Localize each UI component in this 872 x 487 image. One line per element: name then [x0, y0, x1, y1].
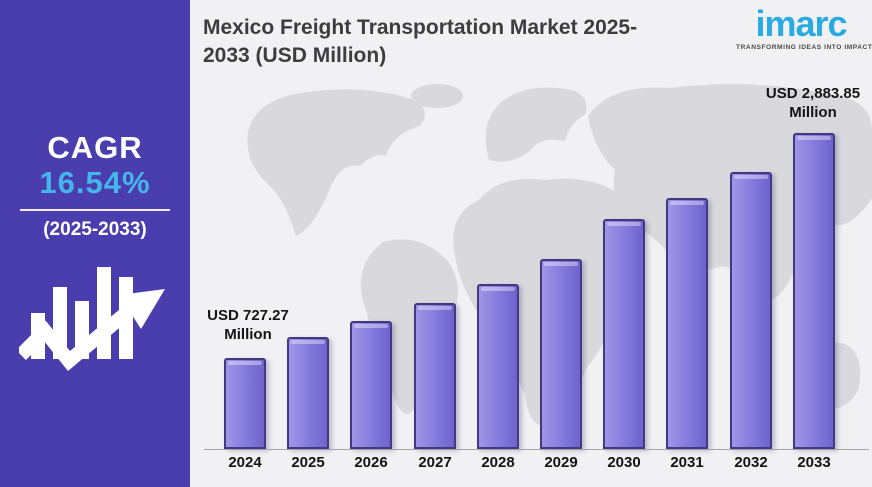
last-bar-value-label: USD 2,883.85 Million — [765, 85, 861, 121]
bar-2024 — [224, 358, 266, 449]
imarc-logo-tagline: TRANSFORMING IDEAS INTO IMPACT — [736, 44, 872, 51]
chart-panel: Mexico Freight Transportation Market 202… — [190, 0, 872, 487]
imarc-logo: imarc TRANSFORMING IDEAS INTO IMPACT — [736, 3, 872, 52]
x-axis-label-2024: 2024 — [228, 454, 262, 471]
x-axis-label-2028: 2028 — [481, 454, 515, 471]
plot-area: 2024 2025 2026 2027 2028 2029 2030 2031 2032 2033 — [190, 0, 872, 487]
cagr-value: 16.54% — [39, 164, 151, 200]
x-axis-label-2026: 2026 — [354, 454, 388, 471]
cagr-period: (2025-2033) — [43, 219, 147, 241]
bar-2030 — [603, 219, 645, 449]
x-axis-line — [204, 449, 869, 450]
x-axis-label-2031: 2031 — [670, 454, 704, 471]
bar-2025 — [287, 337, 329, 449]
bar-2029 — [540, 259, 582, 449]
x-axis-label-2025: 2025 — [291, 454, 325, 471]
bar-2027 — [414, 303, 456, 449]
bar-2033 — [793, 133, 835, 449]
x-axis-label-2032: 2032 — [734, 454, 768, 471]
bar-2031 — [666, 198, 708, 449]
first-bar-value-label: USD 727.27 Million — [207, 307, 289, 343]
x-axis-label-2030: 2030 — [607, 454, 641, 471]
x-axis-label-2029: 2029 — [544, 454, 578, 471]
x-axis-label-2033: 2033 — [797, 454, 831, 471]
bar-2028 — [477, 284, 519, 449]
page-title: Mexico Freight Transportation Market 202… — [203, 16, 638, 68]
x-axis-label-2027: 2027 — [418, 454, 452, 471]
growth-chart-arrow-icon — [19, 267, 165, 372]
cagr-panel: CAGR 16.54% (2025-2033) — [0, 0, 190, 487]
bar-2032 — [730, 172, 772, 449]
cagr-label: CAGR — [47, 130, 143, 165]
cagr-divider — [20, 209, 170, 212]
imarc-logo-wordmark: imarc — [755, 3, 847, 44]
bar-2026 — [350, 321, 392, 449]
